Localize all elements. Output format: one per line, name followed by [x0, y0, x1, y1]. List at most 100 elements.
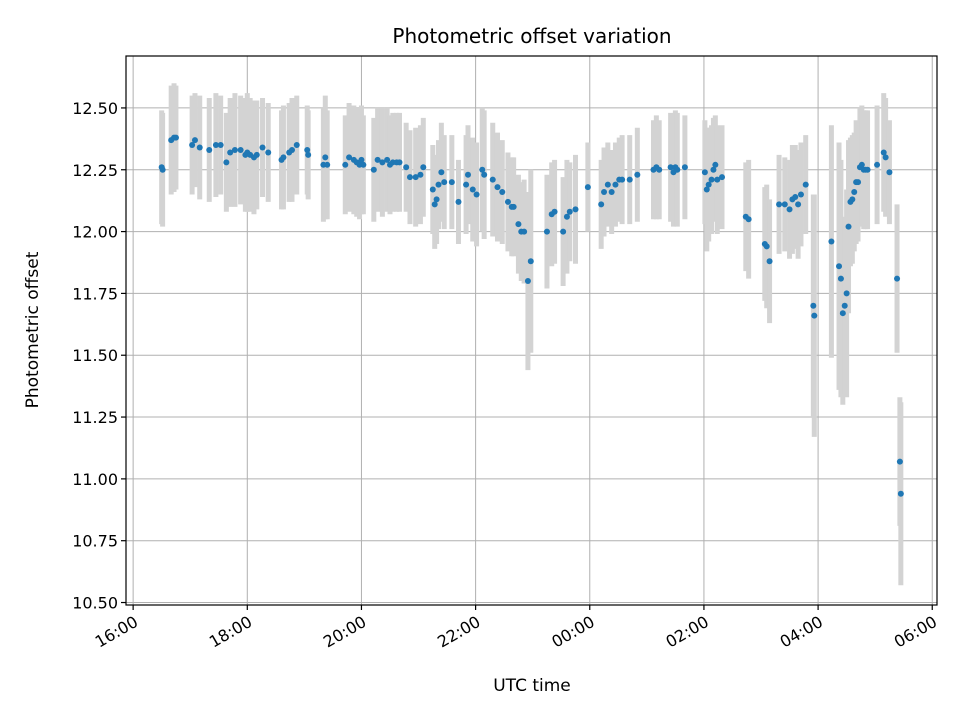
data-point — [305, 151, 312, 158]
data-point — [828, 238, 835, 245]
y-ticks: 10.50 10.75 11.00 11.25 11.50 11.75 12.00 12.25… — [72, 99, 126, 613]
data-point — [406, 174, 413, 181]
data-point — [880, 149, 887, 156]
y-axis-title: Photometric offset — [23, 251, 43, 408]
data-point — [626, 176, 633, 183]
data-point — [172, 134, 179, 141]
plot-frame — [125, 55, 938, 606]
data-point — [324, 161, 331, 168]
data-point — [811, 312, 818, 319]
data-point — [384, 156, 391, 163]
chart-title: Photometric offset variation — [392, 24, 671, 48]
data-point — [619, 176, 626, 183]
data-point — [396, 159, 403, 166]
data-point — [719, 174, 726, 181]
data-point — [843, 290, 850, 297]
data-point — [560, 228, 567, 235]
data-point — [667, 164, 674, 171]
data-point — [237, 146, 244, 153]
data-point — [897, 490, 904, 497]
data-point — [374, 156, 381, 163]
data-point — [206, 146, 213, 153]
data-point — [551, 208, 558, 215]
data-point — [403, 164, 410, 171]
y-tick-label: 11.50 — [72, 346, 118, 365]
data-point — [786, 206, 793, 213]
data-point — [674, 166, 681, 173]
data-point — [429, 186, 436, 193]
y-tick-label: 10.50 — [72, 594, 118, 613]
data-point — [494, 184, 501, 191]
data-point — [420, 164, 427, 171]
data-point — [608, 189, 615, 196]
data-point — [431, 201, 438, 208]
data-point — [837, 275, 844, 282]
data-point — [499, 189, 506, 196]
data-point — [634, 171, 641, 178]
data-point — [227, 149, 234, 156]
data-point — [191, 137, 198, 144]
data-point — [346, 154, 353, 161]
data-point — [464, 171, 471, 178]
data-point — [435, 181, 442, 188]
data-point — [379, 159, 386, 166]
data-point — [259, 144, 266, 151]
data-point — [231, 146, 238, 153]
data-point — [566, 208, 573, 215]
data-point — [223, 159, 230, 166]
data-point — [473, 191, 480, 198]
data-point — [438, 169, 445, 176]
data-point — [217, 142, 224, 149]
data-point — [886, 169, 893, 176]
data-point — [681, 164, 688, 171]
data-point — [293, 142, 300, 149]
data-point — [705, 181, 712, 188]
data-point — [763, 243, 770, 250]
data-point — [360, 161, 367, 168]
data-point — [701, 169, 708, 176]
data-point — [481, 171, 488, 178]
data-point — [710, 166, 717, 173]
data-point — [604, 181, 611, 188]
data-point — [196, 144, 203, 151]
data-point — [894, 275, 901, 282]
data-point — [703, 186, 710, 193]
y-tick-label: 12.25 — [72, 161, 118, 180]
data-point — [370, 166, 377, 173]
data-point — [836, 263, 843, 270]
data-point — [745, 216, 752, 223]
y-tick-label: 10.75 — [72, 532, 118, 551]
data-point — [864, 166, 871, 173]
y-tick-label: 11.25 — [72, 408, 118, 427]
data-point — [781, 201, 788, 208]
data-point — [212, 142, 219, 149]
data-point — [563, 213, 570, 220]
data-point — [776, 201, 783, 208]
data-point — [358, 156, 365, 163]
data-point — [572, 206, 579, 213]
data-point — [712, 161, 719, 168]
data-point — [858, 161, 865, 168]
data-point — [766, 258, 773, 265]
data-point — [543, 228, 550, 235]
data-point — [342, 161, 349, 168]
y-tick-label: 12.00 — [72, 223, 118, 242]
data-point — [253, 151, 260, 158]
data-point — [792, 193, 799, 200]
data-point — [708, 176, 715, 183]
data-point — [417, 171, 424, 178]
data-point — [521, 228, 528, 235]
data-point — [489, 176, 496, 183]
data-point — [441, 179, 448, 186]
data-point — [524, 278, 531, 285]
data-point — [874, 161, 881, 168]
y-tick-label: 11.00 — [72, 470, 118, 489]
data-point — [159, 166, 166, 173]
x-axis-title: UTC time — [493, 676, 571, 696]
data-point — [845, 223, 852, 230]
data-point — [289, 146, 296, 153]
data-point — [280, 154, 287, 161]
data-point — [802, 181, 809, 188]
data-point — [714, 176, 721, 183]
